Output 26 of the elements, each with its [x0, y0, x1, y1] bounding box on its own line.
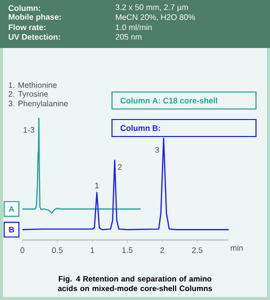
annotation: 3	[155, 146, 160, 153]
x-tick-label: 0	[20, 247, 24, 254]
x-tick-label: 2.5	[192, 247, 202, 254]
x-axis-title: min	[230, 244, 243, 251]
text: 205 nm	[116, 34, 142, 40]
text: Column:	[8, 5, 40, 11]
annotation: 1	[95, 182, 99, 188]
text: Mobile phase:	[8, 14, 61, 22]
text: Column A: C18 core-shell	[120, 98, 218, 104]
text: 3. Phenylalanine	[8, 100, 68, 108]
x-tick-label: 1.5	[122, 247, 133, 253]
x-tick-label: 0.5	[52, 247, 63, 254]
text: UV Detection:	[8, 34, 60, 40]
text: 2. Tyrosine	[8, 90, 48, 98]
annotation: Column B:	[120, 125, 160, 131]
text: Flow rate:	[8, 24, 46, 30]
x-tick-label: 2	[160, 247, 164, 253]
text: MeCN 20%, H2O 80%	[116, 14, 195, 21]
series-label: A	[8, 206, 14, 212]
text: 3.2 x 50 mm, 2.7 µm	[116, 4, 188, 12]
x-tick-label: 1	[90, 247, 94, 253]
annotation: 2	[118, 164, 122, 170]
annotation: 1-3	[24, 127, 34, 133]
text: 1.0 ml/min	[116, 24, 152, 30]
series-label: B	[9, 226, 14, 232]
text: 1. Methionine	[8, 82, 57, 88]
